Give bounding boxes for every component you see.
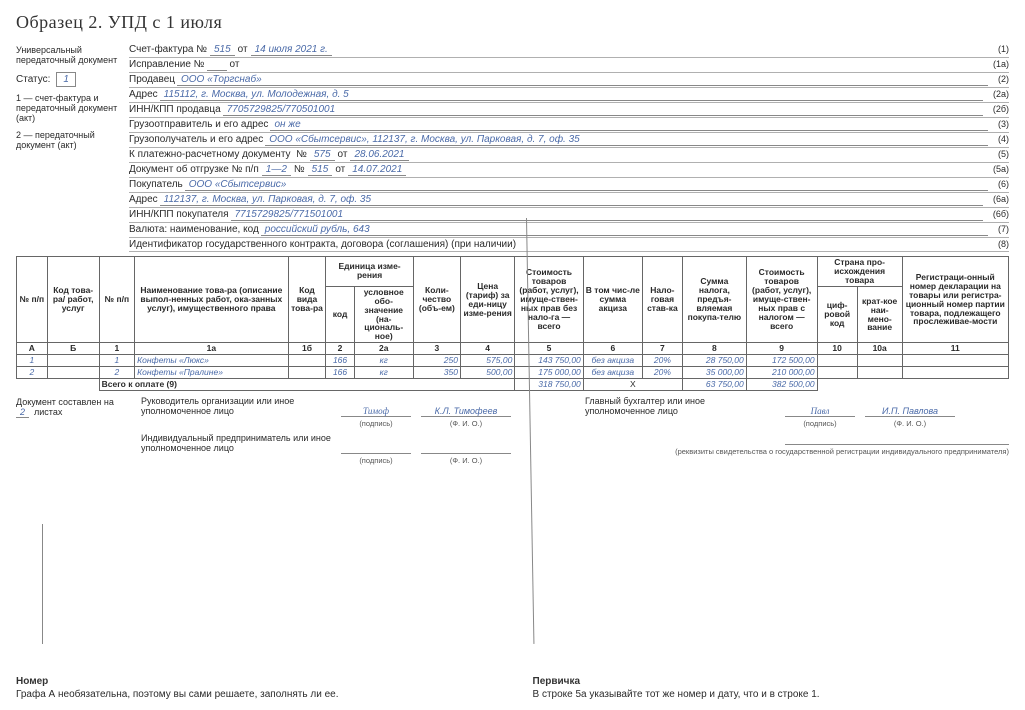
- doc-type-label: Универсальный передаточный документ: [16, 45, 121, 66]
- document-body: Универсальный передаточный документ Стат…: [16, 43, 1009, 252]
- table-body: 11Конфеты «Люкс»166кг250575,00143 750,00…: [17, 355, 1009, 391]
- table-head: № п/п Код това-ра/ работ, услуг № п/п На…: [17, 257, 1009, 355]
- status-row: Статус: 1: [16, 72, 121, 87]
- footnotes: Номер Графа А необязательна, поэтому вы …: [16, 676, 1009, 700]
- page-title: Образец 2. УПД с 1 июля: [16, 12, 1009, 33]
- left-meta-column: Универсальный передаточный документ Стат…: [16, 43, 121, 252]
- sign-head-block: Руководитель организации или иное уполно…: [141, 397, 565, 467]
- status-label: Статус:: [16, 74, 50, 85]
- sign-doc-pages: Документ составлен на 2 листах: [16, 397, 121, 467]
- status-note-2: 2 — передаточный документ (акт): [16, 130, 121, 151]
- invoice-table: № п/п Код това-ра/ работ, услуг № п/п На…: [16, 256, 1009, 391]
- sign-acc-block: Главный бухгалтер или иное уполномоченно…: [585, 397, 1009, 467]
- footnote-1: Номер Графа А необязательна, поэтому вы …: [16, 676, 493, 700]
- table-total-row: Всего к оплате (9)318 750,00Х63 750,0038…: [17, 379, 1009, 391]
- status-value: 1: [56, 72, 76, 87]
- status-note-1: 1 — счет-фактура и передаточный документ…: [16, 93, 121, 124]
- callout-line-1: [42, 524, 43, 644]
- footnote-2: Первичка В строке 5а указывайте тот же н…: [533, 676, 1010, 700]
- signature-area: Документ составлен на 2 листах Руководит…: [16, 397, 1009, 467]
- document-page: Образец 2. УПД с 1 июля Универсальный пе…: [0, 0, 1025, 710]
- header-lines: Счет-фактура №515от14 июля 2021 г.(1) Ис…: [129, 43, 1009, 252]
- table-row: 22Конфеты «Пралине»166кг350500,00175 000…: [17, 367, 1009, 379]
- table-row: 11Конфеты «Люкс»166кг250575,00143 750,00…: [17, 355, 1009, 367]
